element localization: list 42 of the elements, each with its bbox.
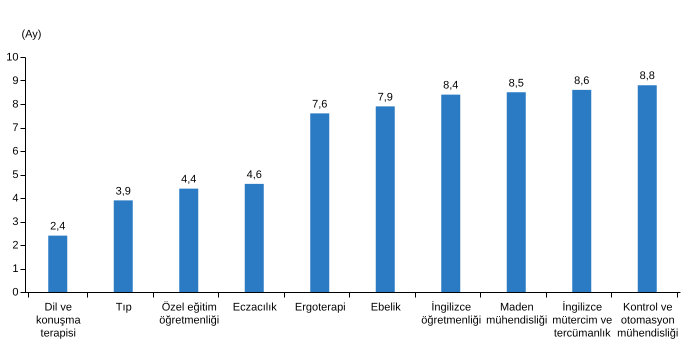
x-tick-label: Dil ve konuşma terapisi xyxy=(36,302,82,340)
data-label: 7,9 xyxy=(378,91,393,104)
x-tick-label: İngilizce mütercim ve tercümanlık xyxy=(552,300,612,340)
y-tick-label: 9 xyxy=(12,75,18,87)
x-tick-label: Kontrol ve otomasyon mühendisliği xyxy=(617,302,678,340)
x-tick-label: Ergoterapi xyxy=(294,302,346,314)
x-tick-label: Özel eğitim öğretmenliği xyxy=(159,300,220,326)
data-label: 8,8 xyxy=(640,70,655,82)
x-tick-label: İngilizce öğretmenliği xyxy=(421,300,482,326)
bar xyxy=(638,85,657,292)
bar xyxy=(48,236,68,292)
y-tick-label: 0 xyxy=(12,286,18,298)
y-tick-label: 10 xyxy=(6,52,18,64)
data-label: 8,6 xyxy=(574,74,590,87)
bar xyxy=(572,90,592,292)
bar xyxy=(506,92,526,292)
y-tick-label: 6 xyxy=(12,146,18,158)
bar xyxy=(244,184,264,292)
data-label: 3,9 xyxy=(116,185,131,198)
bar xyxy=(114,200,133,292)
data-label: 4,6 xyxy=(246,168,262,181)
x-tick-label: Ebelik xyxy=(370,302,402,314)
data-label: 7,6 xyxy=(312,98,328,110)
bar xyxy=(376,106,395,292)
y-tick-label: 7 xyxy=(12,122,18,134)
y-tick-label: 2 xyxy=(12,240,18,252)
data-label: 4,4 xyxy=(181,174,196,186)
x-tick-label: Eczacılık xyxy=(232,302,278,314)
bar xyxy=(310,113,330,292)
data-label: 8,5 xyxy=(508,77,524,90)
data-label: 8,4 xyxy=(443,80,458,92)
data-label: 2,4 xyxy=(50,220,66,233)
y-tick-label: 8 xyxy=(12,98,18,110)
bar xyxy=(441,94,460,292)
bar xyxy=(179,188,198,292)
x-tick-label: Tıp xyxy=(116,302,132,314)
y-tick-label: 4 xyxy=(12,192,18,204)
y-tick-label: 5 xyxy=(12,169,18,181)
y-axis-title: (Ay) xyxy=(22,28,42,40)
x-tick-label: Maden mühendisliği xyxy=(486,302,548,326)
y-tick-label: 3 xyxy=(12,216,18,228)
y-tick-label: 1 xyxy=(12,263,18,275)
